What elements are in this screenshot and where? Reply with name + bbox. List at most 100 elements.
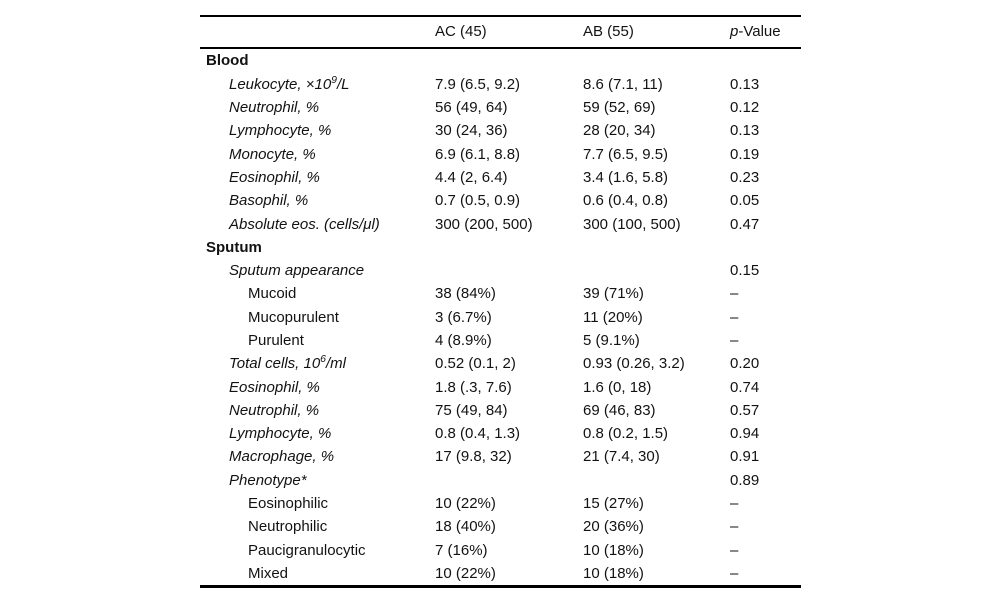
cell-ac: 0.7 (0.5, 0.9) bbox=[435, 192, 521, 210]
cell-pvalue: – bbox=[730, 332, 739, 349]
row-label: Purulent bbox=[248, 332, 304, 349]
cell-ab: 15 (27%) bbox=[583, 495, 644, 513]
cell-ac: 75 (49, 84) bbox=[435, 401, 508, 419]
cell-ac: 10 (22%) bbox=[435, 564, 496, 582]
column-header-pvalue: p-Value bbox=[730, 23, 781, 40]
table-row: Total cells, 106/ml 0.52 (0.1, 2) 0.93 (… bbox=[200, 352, 801, 375]
row-label: Neutrophil, % bbox=[229, 99, 320, 117]
cell-ab: 0.6 (0.4, 0.8) bbox=[583, 192, 669, 210]
cell-pvalue: – bbox=[730, 285, 739, 303]
cell-ac: 300 (200, 500) bbox=[435, 215, 533, 233]
cell-ac: 7.9 (6.5, 9.2) bbox=[435, 75, 521, 93]
cell-ab: 10 (18%) bbox=[583, 564, 644, 582]
table-row: Mucoid 38 (84%) 39 (71%) – bbox=[200, 282, 801, 305]
cell-ac: 0.8 (0.4, 1.3) bbox=[435, 425, 521, 443]
cell-ab: 28 (20, 34) bbox=[583, 122, 656, 140]
cell-ac: 18 (40%) bbox=[435, 518, 496, 536]
row-label: Blood bbox=[206, 52, 249, 70]
cell-pvalue: 0.23 bbox=[730, 168, 760, 186]
row-label: Sputum bbox=[206, 238, 262, 256]
table-header-row: AC (45) AB (55) p-Value bbox=[200, 17, 801, 47]
table-row: Mucopurulent 3 (6.7%) 11 (20%) – bbox=[200, 306, 801, 329]
row-label: Paucigranulocytic bbox=[248, 541, 366, 559]
row-label: Macrophage, % bbox=[229, 448, 335, 466]
cell-pvalue: 0.05 bbox=[730, 192, 760, 210]
table-row: Neutrophilic 18 (40%) 20 (36%) – bbox=[200, 515, 801, 538]
table-row: Eosinophil, % 1.8 (.3, 7.6) 1.6 (0, 18) … bbox=[200, 375, 801, 398]
cell-ac: 10 (22%) bbox=[435, 495, 496, 513]
cell-ac: 0.52 (0.1, 2) bbox=[435, 355, 516, 373]
cell-ac: 56 (49, 64) bbox=[435, 99, 508, 117]
clinical-comparison-table: AC (45) AB (55) p-Value Blood Leukocyte,… bbox=[200, 15, 801, 588]
table-row: Eosinophil, % 4.4 (2, 6.4) 3.4 (1.6, 5.8… bbox=[200, 166, 801, 189]
table-header-rule bbox=[200, 46, 801, 50]
cell-pvalue: 0.91 bbox=[730, 448, 760, 466]
cell-ac: 1.8 (.3, 7.6) bbox=[435, 378, 512, 396]
row-label: Mucoid bbox=[248, 285, 297, 303]
cell-ac: 4 (8.9%) bbox=[435, 332, 492, 349]
table-row: Basophil, % 0.7 (0.5, 0.9) 0.6 (0.4, 0.8… bbox=[200, 189, 801, 212]
row-label: Basophil, % bbox=[229, 192, 309, 210]
superscript: 6 bbox=[320, 353, 327, 366]
row-label: Neutrophil, % bbox=[229, 401, 320, 419]
column-header-ac: AC (45) bbox=[435, 23, 487, 40]
cell-pvalue: 0.47 bbox=[730, 215, 760, 233]
cell-ab: 0.93 (0.26, 3.2) bbox=[583, 355, 685, 373]
table-body: Blood Leukocyte, ×109/L 7.9 (6.5, 9.2) 8… bbox=[200, 49, 801, 585]
cell-ab: 11 (20%) bbox=[583, 308, 643, 326]
cell-ab: 10 (18%) bbox=[583, 541, 644, 559]
table-row: Eosinophilic 10 (22%) 15 (27%) – bbox=[200, 492, 801, 515]
cell-pvalue: – bbox=[730, 518, 739, 536]
table-row: Sputum bbox=[200, 236, 801, 259]
row-label: Absolute eos. (cells/μl) bbox=[229, 215, 380, 233]
superscript: 9 bbox=[331, 73, 338, 86]
cell-ab: 1.6 (0, 18) bbox=[583, 378, 652, 396]
cell-pvalue: – bbox=[730, 564, 739, 582]
table-row: Phenotype* 0.89 bbox=[200, 469, 801, 492]
cell-ac: 7 (16%) bbox=[435, 541, 488, 559]
row-label: Total cells, 106/ml bbox=[229, 353, 347, 373]
row-label: Mucopurulent bbox=[248, 308, 339, 326]
table-top-rule bbox=[200, 15, 801, 17]
cell-ab: 300 (100, 500) bbox=[583, 215, 681, 233]
cell-ab: 8.6 (7.1, 11) bbox=[583, 75, 663, 93]
row-label: Phenotype* bbox=[229, 471, 307, 489]
table-row: Blood bbox=[200, 49, 801, 72]
cell-pvalue: 0.20 bbox=[730, 355, 760, 373]
row-label: Lymphocyte, % bbox=[229, 122, 332, 140]
table-row: Macrophage, % 17 (9.8, 32) 21 (7.4, 30) … bbox=[200, 445, 801, 468]
cell-ac: 4.4 (2, 6.4) bbox=[435, 168, 508, 186]
row-label: Neutrophilic bbox=[248, 518, 328, 536]
row-label: Eosinophilic bbox=[248, 495, 329, 513]
cell-ab: 5 (9.1%) bbox=[583, 332, 640, 349]
cell-ab: 7.7 (6.5, 9.5) bbox=[583, 145, 669, 163]
cell-ab: 59 (52, 69) bbox=[583, 99, 656, 117]
row-label: Eosinophil, % bbox=[229, 168, 320, 186]
cell-pvalue: 0.15 bbox=[730, 262, 760, 280]
cell-pvalue: 0.12 bbox=[730, 99, 760, 117]
cell-ac: 3 (6.7%) bbox=[435, 308, 492, 326]
cell-ac: 38 (84%) bbox=[435, 285, 496, 303]
cell-ab: 20 (36%) bbox=[583, 518, 644, 536]
row-label: Monocyte, % bbox=[229, 145, 316, 163]
row-label: Eosinophil, % bbox=[229, 378, 320, 396]
cell-pvalue: 0.13 bbox=[730, 122, 760, 140]
table-row: Monocyte, % 6.9 (6.1, 8.8) 7.7 (6.5, 9.5… bbox=[200, 142, 801, 165]
table-row: Neutrophil, % 56 (49, 64) 59 (52, 69) 0.… bbox=[200, 96, 801, 119]
table-row: Leukocyte, ×109/L 7.9 (6.5, 9.2) 8.6 (7.… bbox=[200, 73, 801, 96]
cell-ab: 21 (7.4, 30) bbox=[583, 448, 660, 466]
cell-pvalue: – bbox=[730, 308, 739, 326]
cell-pvalue: 0.19 bbox=[730, 145, 760, 163]
column-header-ab: AB (55) bbox=[583, 23, 634, 40]
cell-ab: 3.4 (1.6, 5.8) bbox=[583, 168, 669, 186]
table-row: Purulent 4 (8.9%) 5 (9.1%) – bbox=[200, 329, 801, 352]
cell-pvalue: – bbox=[730, 495, 739, 513]
cell-pvalue: – bbox=[730, 541, 739, 559]
table-row: Paucigranulocytic 7 (16%) 10 (18%) – bbox=[200, 539, 801, 562]
table-row: Lymphocyte, % 30 (24, 36) 28 (20, 34) 0.… bbox=[200, 119, 801, 142]
row-label: Mixed bbox=[248, 564, 289, 582]
row-label: Lymphocyte, % bbox=[229, 425, 332, 443]
cell-pvalue: 0.57 bbox=[730, 401, 760, 419]
cell-ab: 39 (71%) bbox=[583, 285, 644, 303]
